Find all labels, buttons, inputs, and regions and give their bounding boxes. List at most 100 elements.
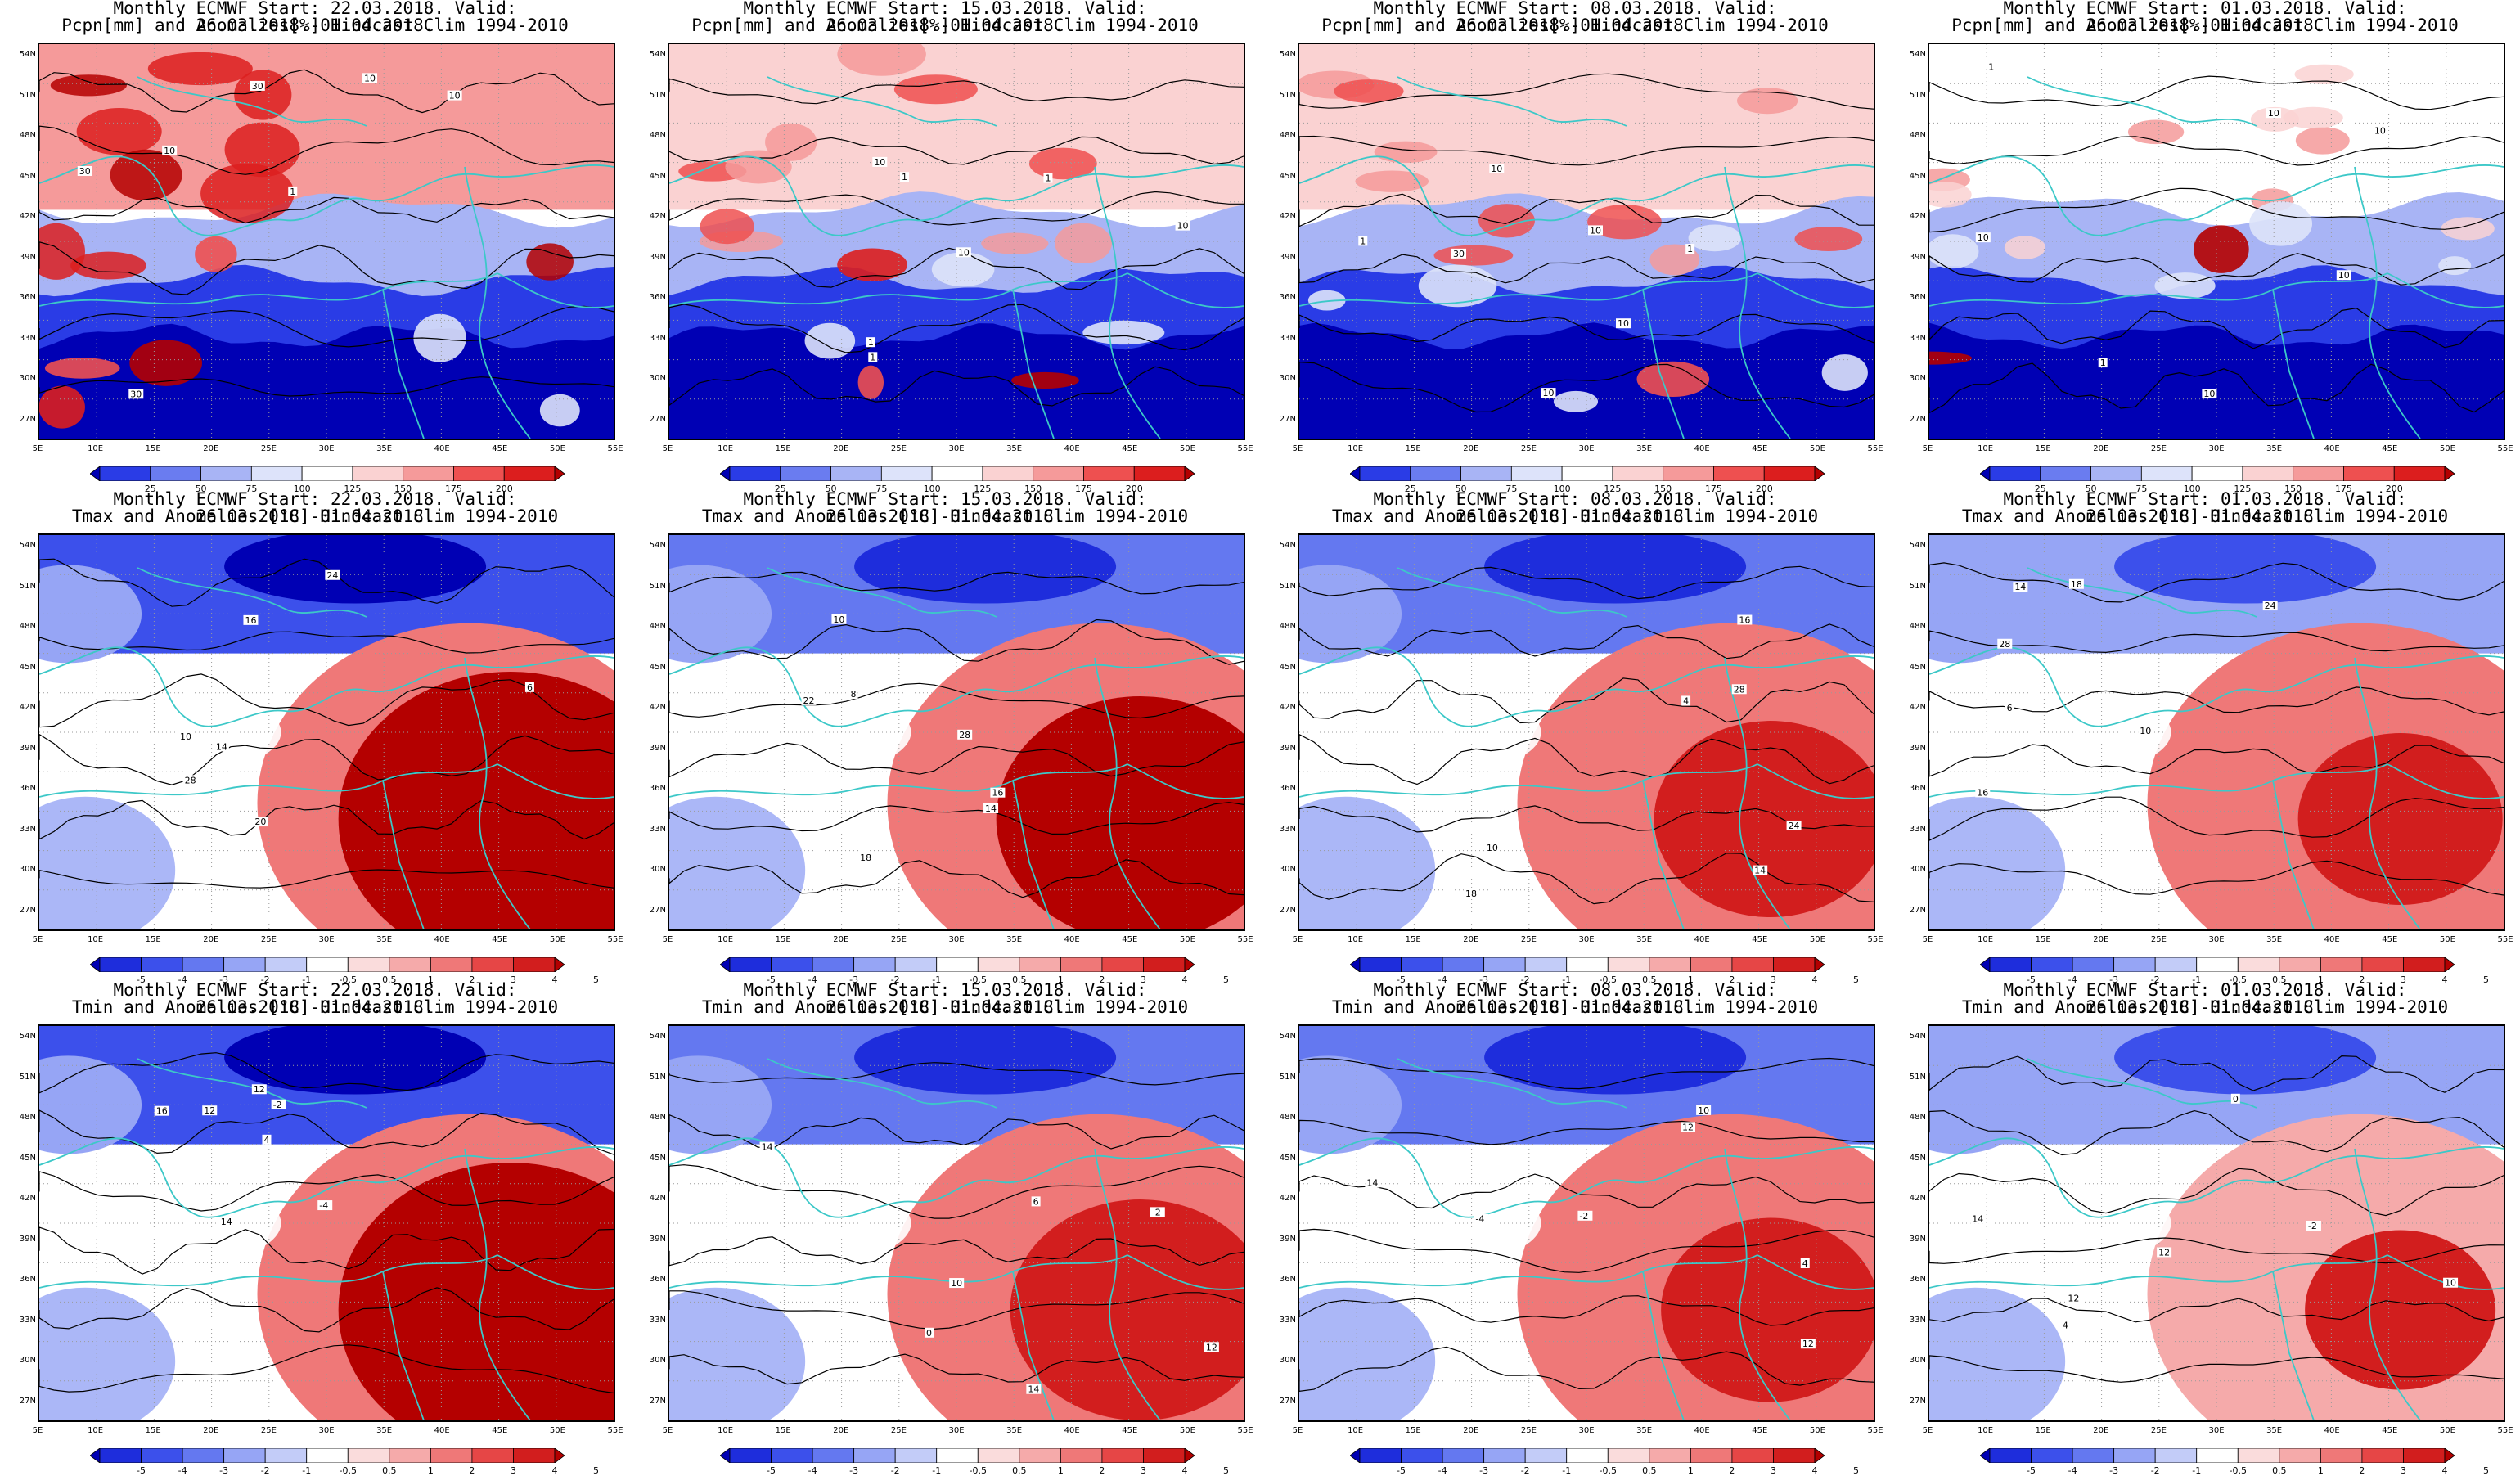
colorbar-swatch [554, 1448, 565, 1463]
lat-tick-label: 51N [19, 581, 36, 591]
contour-label: 14 [221, 1217, 232, 1227]
colorbar-swatch [771, 957, 813, 972]
colorbar-tick-label: 25 [1404, 484, 1416, 494]
lon-tick-label: 40E [2324, 444, 2340, 453]
panel-title-line1: Monthly ECMWF Start: 22.03.2018. Valid: … [113, 0, 517, 35]
coastline [1929, 763, 2388, 798]
lon-tick-label: 45E [1752, 1426, 1768, 1435]
colorbar [90, 466, 565, 481]
contour-label: 1 [1045, 173, 1051, 184]
anomaly-shading [2305, 1230, 2496, 1390]
contour-label: 10 [1618, 318, 1629, 329]
panel-title-line2: Pcpn[mm] and Anomalies[%] Hindcast Clim … [1321, 16, 1829, 35]
colorbar-swatch [1713, 466, 1765, 481]
colorbar-tick-label: -3 [1479, 974, 1489, 985]
lat-tick-label: 51N [1909, 90, 1926, 100]
colorbar-tick-label: -0.5 [1599, 974, 1617, 985]
colorbar-swatch [347, 957, 390, 972]
colorbar-tick-label: -0.5 [969, 974, 987, 985]
colorbar-tick-label: -4 [2068, 1465, 2077, 1476]
lon-tick-label: 30E [318, 444, 335, 453]
coastline [2027, 76, 2257, 127]
panel-title-line2: Pcpn[mm] and Anomalies[%] Hindcast Clim … [1951, 16, 2459, 35]
colorbar-swatch [1607, 1448, 1650, 1463]
lon-tick-label: 40E [434, 935, 450, 944]
lat-tick-label: 45N [19, 171, 36, 181]
anomaly-map: 30 10 10 30 10 30 1 [38, 43, 615, 440]
colorbar-tick-label: 5 [1223, 1465, 1230, 1476]
coastline [767, 76, 997, 127]
colorbar-tick-label: 175 [444, 484, 462, 494]
colorbar-swatch [771, 1448, 813, 1463]
coastline [1642, 780, 1685, 929]
panel-title-line1: Monthly ECMWF Start: 22.03.2018. Valid: … [113, 980, 517, 1017]
colorbar-tick-label: 2 [1729, 974, 1735, 985]
coastline [137, 567, 367, 618]
anomaly-shading [2438, 256, 2472, 276]
contour-label: 4 [2063, 1321, 2068, 1331]
colorbar-tick-label: -3 [849, 974, 859, 985]
lon-tick-label: 10E [1978, 1426, 1994, 1435]
climatology-contour [1929, 136, 2504, 166]
climatology-contour [1299, 361, 1874, 413]
colorbar-swatch [1763, 466, 1816, 481]
lon-tick-label: 25E [2150, 444, 2167, 453]
contour-label: 14 [1028, 1384, 1039, 1395]
contour-label: 20 [254, 817, 266, 827]
colorbar-swatch [1184, 1448, 1195, 1463]
climatology-contour [1299, 1057, 1874, 1090]
colorbar-swatch [2444, 466, 2455, 481]
anomaly-shading [224, 535, 487, 604]
coastline [1094, 657, 1161, 929]
panel-title-line1: Monthly ECMWF Start: 15.03.2018. Valid: … [743, 0, 1147, 35]
lon-tick-label: 55E [607, 935, 623, 944]
anomaly-map: 4 10 14 16 18 24 28 [1298, 533, 1875, 931]
forecast-panel: Monthly ECMWF Start: 15.03.2018. Valid: … [630, 982, 1260, 1476]
colorbar-tick-label: 4 [1181, 1465, 1188, 1476]
colorbar-swatch [1350, 466, 1361, 481]
contour-label: 10 [1978, 232, 1989, 243]
forecast-panel: Monthly ECMWF Start: 15.03.2018. Valid: … [630, 0, 1260, 494]
lat-tick-label: 30N [19, 865, 36, 874]
colorbar-swatch [830, 466, 882, 481]
lon-tick-label: 20E [1463, 444, 1479, 453]
anomaly-shading [1929, 565, 2032, 664]
lat-tick-label: 27N [649, 905, 666, 915]
colorbar-tick-label: 4 [551, 974, 558, 985]
lat-tick-label: 51N [1909, 1072, 1926, 1082]
panel-title-line2: Tmin and Anomalies [°C] Hindcast Clim 19… [71, 997, 559, 1017]
panel-title-line1: Monthly ECMWF Start: 08.03.2018. Valid: … [1373, 489, 1777, 526]
colorbar-tick-label: 175 [2334, 484, 2352, 494]
lon-tick-label: 10E [1348, 935, 1364, 944]
climatology-contour [669, 1114, 1244, 1150]
anomaly-shading [39, 1287, 176, 1420]
colorbar-tick-label: 175 [1074, 484, 1092, 494]
coastline [1299, 646, 1874, 727]
colorbar-tick-label: 3 [1140, 974, 1146, 985]
climatology-contour [1299, 734, 1874, 785]
colorbar-tick-label: 2 [469, 1465, 475, 1476]
anomaly-shading [1929, 1055, 2032, 1154]
lon-tick-label: 50E [1809, 1426, 1825, 1435]
colorbar-tick-label: 2 [1099, 1465, 1105, 1476]
lat-tick-label: 45N [1279, 171, 1296, 181]
colorbar-swatch [2343, 466, 2395, 481]
lon-tick-label: 20E [1463, 935, 1479, 944]
coastline [1929, 646, 2504, 727]
lon-tick-label: 25E [2150, 1426, 2167, 1435]
lat-tick-label: 42N [1909, 1194, 1926, 1203]
coastline [1094, 1148, 1161, 1420]
contour-label: 16 [992, 788, 1003, 799]
anomaly-shading [224, 1026, 487, 1095]
lon-tick-label: 50E [1179, 444, 1195, 453]
lon-tick-label: 35E [2266, 935, 2283, 944]
colorbar-swatch [853, 1448, 896, 1463]
lat-tick-label: 51N [19, 90, 36, 100]
anomaly-shading [234, 70, 292, 120]
climatology-contour [1929, 362, 2504, 414]
coastline [382, 1271, 425, 1420]
colorbar-swatch [1690, 957, 1733, 972]
lat-tick-label: 42N [19, 1194, 36, 1203]
contour-label: 6 [2007, 703, 2013, 713]
contour-label: 16 [245, 615, 256, 626]
